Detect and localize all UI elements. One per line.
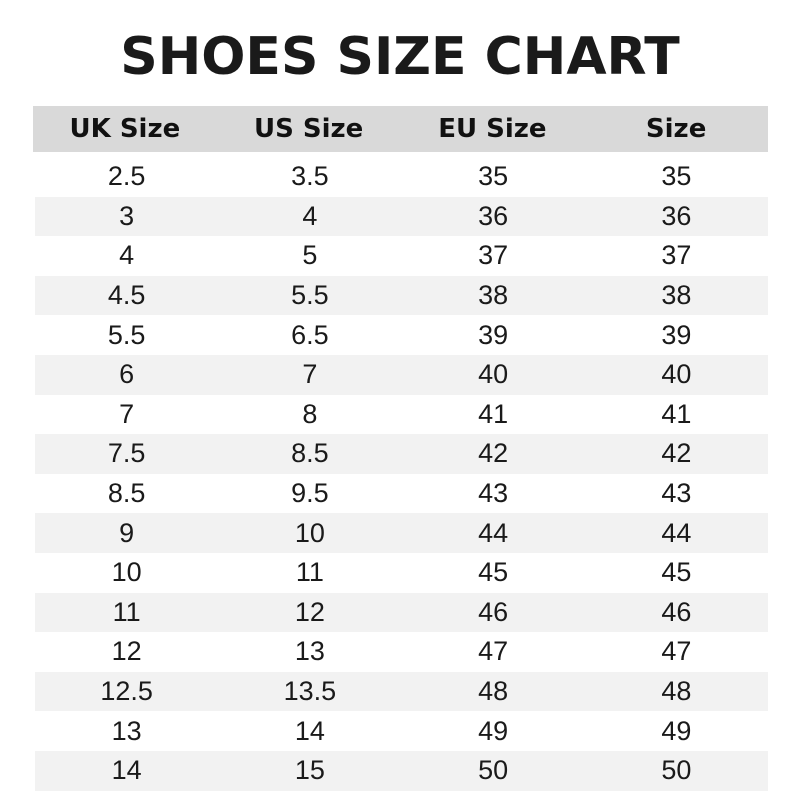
table-cell: 11	[112, 596, 141, 627]
table-cell: 12	[294, 596, 325, 627]
table-cell: 46	[661, 596, 692, 627]
table-cell: 8.5	[107, 478, 146, 509]
table-cell: 48	[661, 676, 692, 707]
table-cell: 44	[661, 517, 692, 548]
table-cell: 9	[119, 517, 135, 548]
table-row: 2.5 3.5 35 35	[35, 157, 768, 197]
table-cell: 14	[111, 755, 142, 786]
table-row: 7.5 8.5 42 42	[35, 434, 768, 474]
table-cell: 5.5	[107, 319, 146, 350]
table-cell: 6.5	[291, 319, 329, 350]
table-cell: 46	[478, 596, 509, 627]
table-cell: 50	[478, 755, 509, 786]
table-cell: 43	[478, 478, 509, 509]
table-body: 2.5 3.5 35 35 3 4 36 36 4 5 37 37 4.5 5.5 38 38 5.5 6.5 39…	[33, 157, 768, 791]
table-cell: 8.5	[291, 438, 329, 469]
table-cell: 10	[111, 557, 142, 588]
table-cell: 43	[661, 478, 692, 509]
column-header: UK Size	[69, 114, 181, 144]
table-cell: 4	[302, 200, 318, 231]
table-cell: 12	[111, 636, 142, 667]
table-cell: 47	[661, 636, 692, 667]
table-cell: 41	[661, 398, 692, 429]
table-cell: 49	[478, 715, 509, 746]
table-row: 5.5 6.5 39 39	[35, 315, 768, 355]
table-cell: 10	[294, 517, 325, 548]
table-row: 11 12 46 46	[35, 592, 768, 633]
table-row: 12 13 47 47	[35, 632, 768, 672]
table-cell: 4	[119, 240, 135, 271]
table-cell: 44	[478, 517, 509, 548]
table-cell: 13.5	[283, 676, 337, 707]
table-cell: 7	[119, 398, 135, 429]
table-cell: 50	[661, 755, 692, 786]
table-cell: 48	[478, 676, 509, 707]
table-row: 4.5 5.5 38 38	[35, 275, 768, 316]
table-cell: 6	[119, 359, 135, 390]
table-cell: 4.5	[107, 280, 146, 311]
table-cell: 39	[478, 319, 509, 350]
table-cell: 12.5	[100, 676, 153, 707]
table-cell: 45	[478, 557, 509, 588]
table-cell: 42	[661, 438, 692, 469]
table-cell: 38	[478, 280, 509, 311]
table-cell: 40	[478, 359, 509, 390]
table-row: 7 8 41 41	[35, 395, 768, 435]
column-header: US Size	[253, 114, 364, 144]
table-cell: 45	[661, 557, 692, 588]
table-cell: 13	[111, 715, 142, 746]
table-cell: 14	[294, 715, 325, 746]
table-row: 6 7 40 40	[35, 354, 768, 395]
table-cell: 37	[478, 240, 509, 271]
size-table: UK Size US Size EU Size Size 2.5 3.5 35 35 3 4 36…	[33, 106, 768, 791]
table-cell: 36	[478, 200, 509, 231]
table-cell: 40	[661, 359, 692, 390]
page-title: SHOES SIZE CHART	[120, 27, 680, 87]
column-header: EU Size	[438, 114, 547, 144]
table-row: 12.5 13.5 48 48	[35, 671, 768, 712]
table-cell: 35	[478, 161, 509, 192]
table-cell: 8	[302, 398, 318, 429]
table-row: 9 10 44 44	[35, 513, 768, 553]
table-cell: 3	[119, 200, 135, 231]
table-cell: 5.5	[291, 280, 329, 311]
table-cell: 2.5	[107, 161, 146, 192]
header-row: UK Size US Size EU Size Size	[33, 106, 768, 152]
table-cell: 9.5	[291, 478, 329, 509]
table-cell: 37	[661, 240, 692, 271]
table-row: 4 5 37 37	[35, 236, 768, 276]
column-header: Size	[645, 114, 707, 144]
table-cell: 36	[661, 200, 692, 231]
table-cell: 3.5	[291, 161, 329, 192]
table-cell: 15	[294, 755, 325, 786]
table-row: 10 11 45 45	[35, 553, 768, 593]
table-row: 13 14 49 49	[35, 711, 768, 751]
table-cell: 7.5	[107, 438, 146, 469]
table-cell: 49	[661, 715, 692, 746]
table-cell: 7	[302, 359, 318, 390]
table-cell: 11	[295, 557, 324, 588]
table-row: 14 15 50 50	[35, 750, 768, 791]
table-cell: 39	[661, 319, 692, 350]
table-cell: 5	[302, 240, 318, 271]
table-cell: 41	[478, 398, 509, 429]
table-cell: 42	[478, 438, 509, 469]
table-row: 8.5 9.5 43 43	[35, 474, 768, 514]
table-cell: 35	[661, 161, 692, 192]
table-cell: 47	[478, 636, 509, 667]
table-row: 3 4 36 36	[35, 196, 768, 237]
table-cell: 13	[294, 636, 325, 667]
table-cell: 38	[661, 280, 692, 311]
